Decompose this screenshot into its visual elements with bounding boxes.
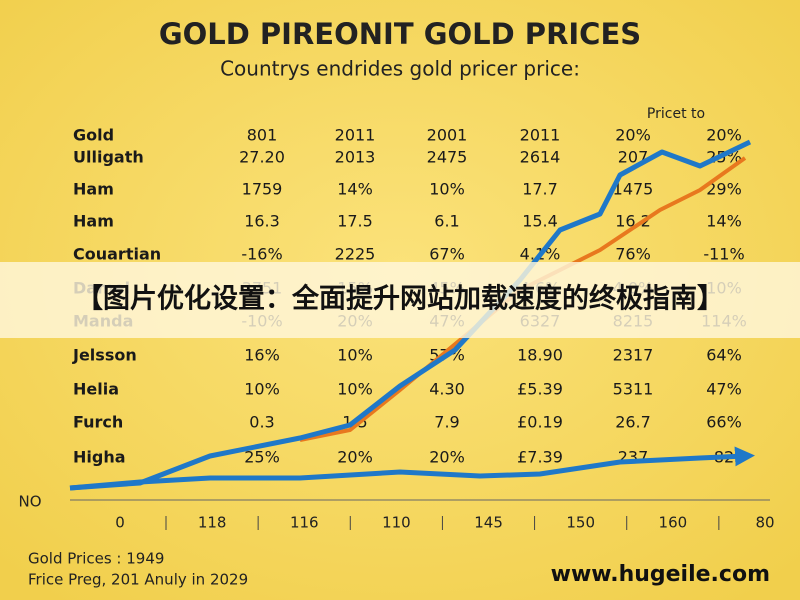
x-tick-label: 110	[382, 514, 411, 532]
table-cell: 26.7	[615, 413, 651, 432]
column-header: 801	[247, 126, 278, 145]
footer-note: Gold Prices : 1949	[28, 550, 164, 568]
table-cell: 2317	[613, 346, 654, 365]
table-cell: 7.9	[434, 413, 459, 432]
axis-label: NO	[18, 493, 41, 511]
table-cell: 2475	[427, 148, 468, 167]
x-tick-label: 145	[474, 514, 503, 532]
column-header: Gold	[73, 126, 114, 145]
row-header: Ham	[73, 212, 114, 231]
title: GOLD PIREONIT GOLD PRICES	[159, 17, 641, 51]
x-tick-label: 118	[198, 514, 227, 532]
table-cell: 76%	[615, 245, 651, 264]
table-cell: 10%	[429, 180, 465, 199]
table-cell: 67%	[429, 245, 465, 264]
x-tick-label: 0	[115, 514, 125, 532]
column-header: 2011	[520, 126, 561, 145]
table-cell: 1759	[242, 180, 283, 199]
table-cell: 2013	[335, 148, 376, 167]
table-cell: 6.1	[434, 212, 459, 231]
table-cell: 1475	[613, 180, 654, 199]
table-cell: 16%	[244, 346, 280, 365]
row-header: Couartian	[73, 245, 161, 264]
blue-arrow-line	[69, 446, 755, 491]
table-cell: 29%	[706, 180, 742, 199]
table-cell: -11%	[703, 245, 744, 264]
table-cell: 27.20	[239, 148, 285, 167]
table-cell: 25%	[244, 448, 280, 467]
table-cell: £0.19	[517, 413, 563, 432]
table-cell: £5.39	[517, 380, 563, 399]
table-cell: 64%	[706, 346, 742, 365]
table-cell: -16%	[241, 245, 282, 264]
table-cell: 2225	[335, 245, 376, 264]
x-tick-label: 150	[566, 514, 595, 532]
x-tick-label: 160	[659, 514, 688, 532]
row-header: Jelsson	[72, 346, 137, 365]
table-cell: 2614	[520, 148, 561, 167]
column-header: 2011	[335, 126, 376, 145]
footer-note: Frice Preg, 201 Anuly in 2029	[28, 571, 248, 589]
table-cell: 14%	[706, 212, 742, 231]
table-cell: 66%	[706, 413, 742, 432]
table-cell: 0.3	[249, 413, 274, 432]
table-cell: 10%	[337, 346, 373, 365]
table-cell: 15.4	[522, 212, 558, 231]
row-header: Ham	[73, 180, 114, 199]
table-cell: 17.5	[337, 212, 373, 231]
row-header: Higha	[73, 448, 126, 467]
x-tick-label: 80	[755, 514, 774, 532]
banner	[0, 262, 800, 338]
table-cell: 14%	[337, 180, 373, 199]
table-cell: 17.7	[522, 180, 558, 199]
row-header: Helia	[73, 380, 119, 399]
table-cell: 18.90	[517, 346, 563, 365]
x-tick-label: 116	[290, 514, 319, 532]
row-header: Furch	[73, 413, 123, 432]
table-cell: 47%	[706, 380, 742, 399]
table-cell: 5311	[613, 380, 654, 399]
table-cell: 16.3	[244, 212, 280, 231]
axis: 0 118 116 110 145 150 160 80	[115, 514, 774, 532]
column-header: 20%	[706, 126, 742, 145]
table-cell: £7.39	[517, 448, 563, 467]
row-header: Ulligath	[73, 148, 144, 167]
table-cell: 10%	[244, 380, 280, 399]
table-cell: 4.30	[429, 380, 465, 399]
table-cell: 10%	[337, 380, 373, 399]
footer-url: www.hugeile.com	[551, 562, 770, 587]
corner-label: Pricet to	[647, 106, 705, 122]
table-cell: 20%	[337, 448, 373, 467]
subtitle: Countrys endrides gold pricer price:	[220, 57, 580, 81]
column-header: 2001	[427, 126, 468, 145]
table-cell: 16.2	[615, 212, 651, 231]
column-header: 20%	[615, 126, 651, 145]
table-cell: 20%	[429, 448, 465, 467]
banner-text: 【图片优化设置：全面提升网站加载速度的终极指南】	[76, 283, 724, 315]
